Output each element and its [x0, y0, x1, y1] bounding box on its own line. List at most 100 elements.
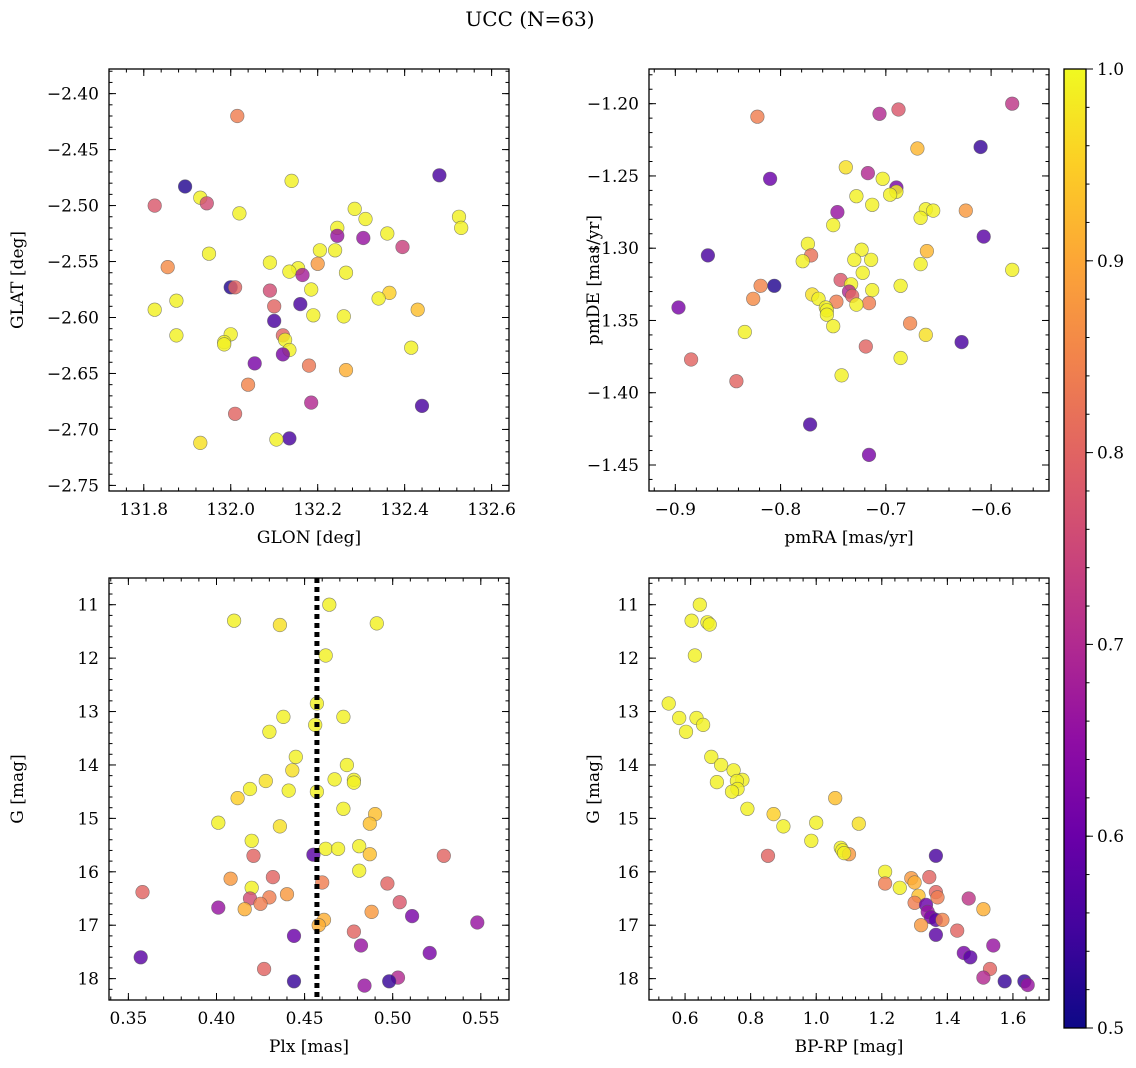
figure-title: UCC (N=63): [465, 7, 594, 31]
data-point: [336, 709, 351, 725]
y-tick-label: −2.70: [47, 420, 99, 440]
x-tick-label: 0.35: [109, 1009, 147, 1029]
data-point: [272, 617, 288, 633]
x-tick-label: 131.8: [119, 500, 168, 520]
x-tick-label: 1.2: [868, 1009, 895, 1029]
data-point: [282, 264, 297, 279]
data-point: [854, 242, 869, 257]
data-point: [338, 265, 354, 280]
data-point: [331, 841, 346, 856]
data-point: [834, 368, 849, 383]
data-point: [997, 974, 1012, 989]
data-point: [861, 447, 877, 463]
data-point: [169, 328, 184, 343]
data-point: [410, 302, 425, 317]
data-point: [893, 278, 908, 293]
data-point: [976, 970, 991, 985]
data-point: [865, 283, 880, 298]
data-point: [211, 900, 226, 915]
x-tick-label: 0.40: [198, 1009, 236, 1029]
data-point: [293, 297, 308, 312]
x-axis-label: pmRA [mas/yr]: [784, 528, 913, 548]
y-tick-label: 15: [617, 809, 639, 829]
data-point: [276, 709, 291, 725]
data-point: [702, 617, 717, 632]
data-point: [336, 801, 351, 816]
data-point: [241, 377, 256, 392]
y-tick-label: 17: [77, 916, 99, 936]
data-point: [147, 198, 162, 213]
data-point: [740, 801, 755, 816]
y-tick-label: −2.60: [47, 308, 99, 328]
x-tick-label: −0.7: [865, 500, 906, 520]
x-axis-label: BP-RP [mag]: [795, 1037, 904, 1057]
data-point: [246, 848, 261, 863]
data-point: [405, 908, 420, 924]
tick-marks: [649, 69, 1049, 491]
data-point: [877, 876, 893, 891]
data-point: [919, 244, 935, 259]
data-point: [922, 869, 937, 885]
data-point: [954, 335, 969, 350]
axes-frame: [648, 68, 1050, 492]
data-point: [729, 374, 744, 389]
panel-plx-g: 0.35 0.40 0.45 0.50 0.55 11 12 13 14 15 16 17 18 Plx …: [8, 577, 510, 1057]
data-point: [382, 974, 397, 989]
colorbar: 0.5 0.6 0.7 0.8 0.9 1.0: [1063, 60, 1124, 1039]
data-point: [253, 896, 268, 911]
data-point: [695, 717, 711, 733]
data-point: [322, 597, 337, 612]
data-point: [454, 220, 469, 235]
data-point: [907, 875, 922, 890]
data-point: [950, 923, 965, 938]
data-point: [227, 613, 242, 628]
data-point: [282, 431, 297, 446]
data-point: [285, 763, 300, 778]
data-point: [1005, 262, 1020, 278]
data-point: [347, 201, 362, 216]
data-point: [750, 109, 765, 124]
data-point: [352, 839, 367, 854]
y-tick-label: −2.55: [47, 253, 99, 273]
data-point: [295, 267, 310, 283]
data-point: [244, 833, 259, 848]
x-tick-label: 0.8: [737, 1009, 764, 1029]
data-point: [1020, 977, 1035, 993]
data-point: [836, 845, 852, 861]
y-tick-label: 17: [617, 916, 639, 936]
data-point: [217, 337, 232, 352]
data-point: [930, 890, 945, 905]
data-point: [306, 308, 321, 323]
data-point: [804, 833, 819, 848]
colorbar-gradient: [1064, 69, 1086, 1028]
y-tick-label: −1.45: [587, 456, 639, 476]
data-point: [358, 211, 373, 227]
tick-marks: [109, 69, 510, 491]
x-tick-label: −0.6: [970, 500, 1011, 520]
data-point: [230, 790, 245, 806]
data-point: [272, 819, 288, 834]
data-point: [160, 260, 175, 275]
data-point: [339, 757, 355, 773]
data-point: [986, 938, 1001, 953]
x-tick-label: −0.8: [760, 500, 801, 520]
data-point: [147, 302, 162, 317]
data-point: [310, 256, 325, 271]
data-point: [404, 340, 419, 355]
colorbar-tick-label: 0.9: [1097, 252, 1124, 272]
data-point: [178, 179, 193, 194]
colorbar-tick-label: 0.5: [1097, 1019, 1124, 1039]
data-point: [286, 974, 302, 989]
x-tick-label: 1.0: [803, 1009, 830, 1029]
data-point: [432, 168, 447, 183]
data-point: [893, 350, 908, 366]
data-point: [258, 773, 273, 789]
y-tick-label: −2.40: [47, 85, 99, 105]
colorbar-tick-label: 0.8: [1097, 444, 1124, 464]
data-point: [318, 841, 333, 856]
data-point: [863, 252, 879, 267]
data-point: [926, 203, 941, 218]
data-point: [746, 291, 761, 306]
y-tick-label: −1.40: [587, 384, 639, 404]
